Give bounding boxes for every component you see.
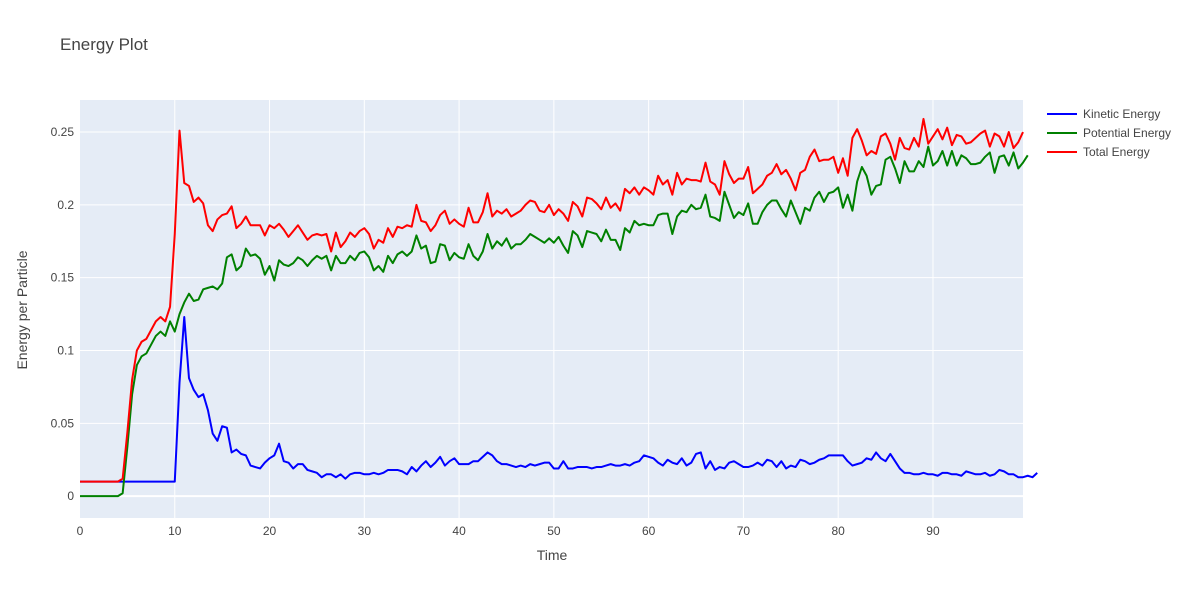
x-tick-label: 10 — [168, 524, 182, 538]
y-tick-label: 0.1 — [57, 344, 74, 358]
x-axis-label: Time — [537, 547, 568, 563]
x-tick-label: 80 — [832, 524, 846, 538]
legend-item-total-energy[interactable]: Total Energy — [1047, 145, 1150, 159]
legend-item-potential-energy[interactable]: Potential Energy — [1047, 126, 1171, 140]
series-line-potential-energy — [80, 145, 1029, 498]
series-line-total-energy — [80, 117, 1024, 483]
x-tick-label: 90 — [926, 524, 940, 538]
legend-item-kinetic-energy[interactable]: Kinetic Energy — [1047, 107, 1160, 121]
x-tick-label: 30 — [358, 524, 372, 538]
y-tick-label: 0.25 — [51, 125, 75, 139]
y-tick-label: 0 — [67, 489, 74, 503]
x-tick-label: 20 — [263, 524, 277, 538]
x-tick-label: 60 — [642, 524, 656, 538]
x-tick-label: 0 — [77, 524, 84, 538]
legend-label: Total Energy — [1083, 145, 1150, 159]
y-tick-label: 0.2 — [57, 198, 74, 212]
y-axis-label: Energy per Particle — [14, 250, 30, 369]
legend-label: Kinetic Energy — [1083, 107, 1160, 121]
legend[interactable]: Kinetic Energy Potential Energy Total Ener… — [1047, 107, 1171, 159]
y-tick-label: 0.15 — [51, 271, 75, 285]
x-tick-label: 70 — [737, 524, 751, 538]
x-tick-label: 40 — [452, 524, 466, 538]
series-line-kinetic-energy — [80, 316, 1038, 483]
legend-label: Potential Energy — [1083, 126, 1171, 140]
x-tick-label: 50 — [547, 524, 561, 538]
y-axis-ticks: 0 0.05 0.1 0.15 0.2 0.25 — [51, 125, 75, 503]
chart-title: Energy Plot — [60, 35, 148, 54]
y-tick-label: 0.05 — [51, 416, 75, 430]
plot-background — [80, 100, 1023, 518]
grid-lines — [80, 100, 1023, 518]
series-lines — [80, 117, 1038, 498]
x-axis-ticks: 0 10 20 30 40 50 60 70 80 90 — [77, 524, 940, 538]
